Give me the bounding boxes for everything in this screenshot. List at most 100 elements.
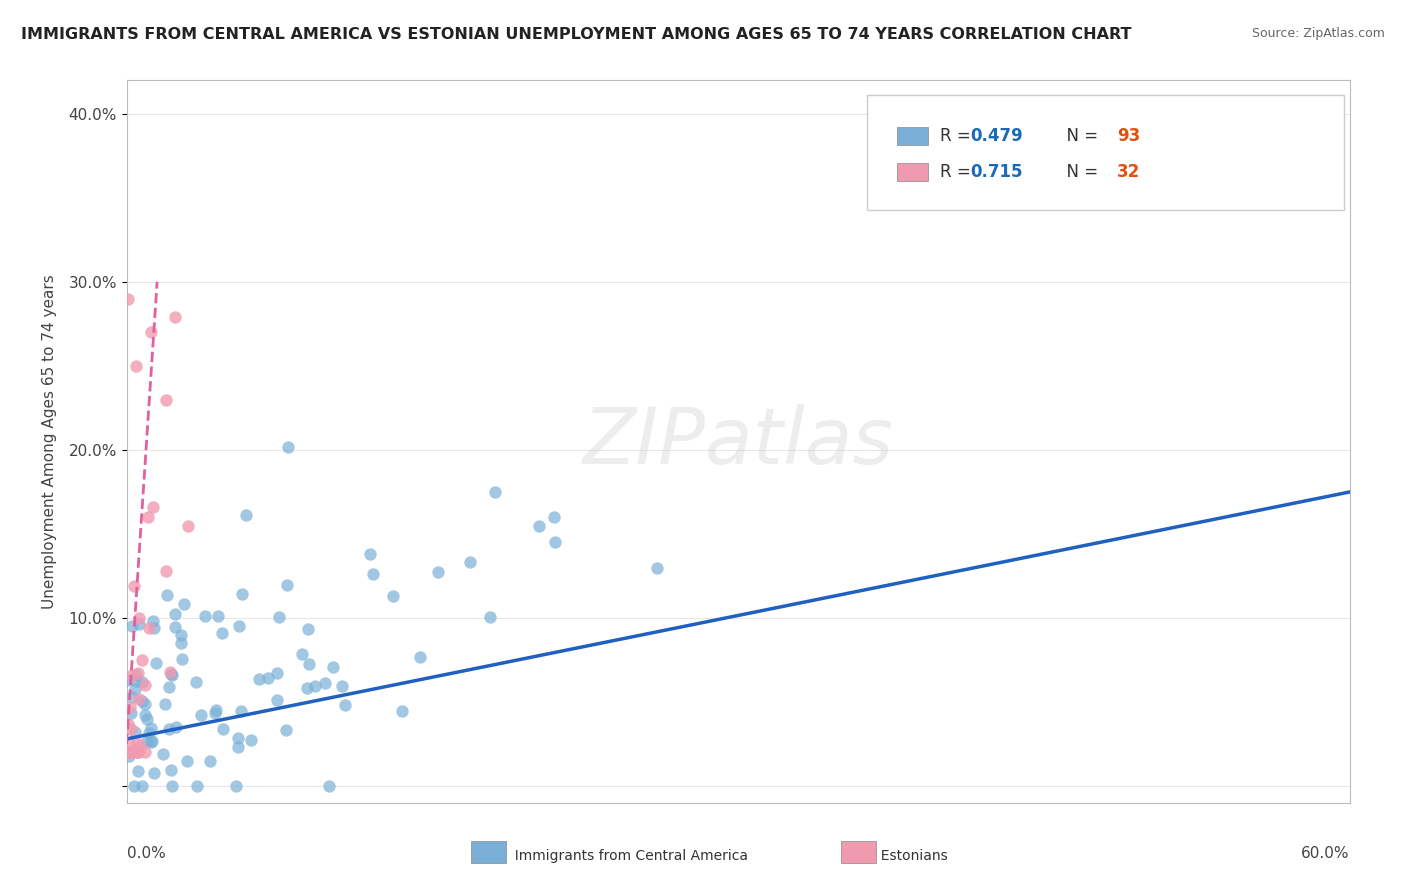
Point <box>124 579 146 593</box>
Point <box>207 608 229 623</box>
Text: 0.715: 0.715 <box>970 163 1024 181</box>
Point <box>204 706 226 720</box>
Point <box>295 681 318 695</box>
Point <box>125 674 148 689</box>
Point <box>198 754 221 768</box>
Point <box>226 731 249 745</box>
Point <box>297 622 319 636</box>
Point <box>160 779 183 793</box>
Point <box>118 749 141 764</box>
Point <box>155 564 177 578</box>
Point <box>211 626 233 640</box>
Point <box>121 619 143 633</box>
Point <box>127 745 149 759</box>
Point <box>269 610 291 624</box>
Point <box>120 699 142 714</box>
Point <box>142 500 165 514</box>
Point <box>131 653 153 667</box>
Point <box>212 722 235 736</box>
Point <box>155 697 177 711</box>
Point <box>142 621 165 635</box>
Point <box>127 745 149 759</box>
Point <box>266 665 288 680</box>
Point <box>134 707 156 722</box>
Point <box>427 565 450 579</box>
Point <box>276 577 298 591</box>
Point <box>117 292 139 306</box>
Text: N =: N = <box>1056 128 1104 145</box>
Point <box>121 690 143 704</box>
Point <box>117 717 139 731</box>
Point <box>228 619 250 633</box>
Point <box>177 518 200 533</box>
Text: R =: R = <box>941 128 976 145</box>
FancyBboxPatch shape <box>897 128 928 145</box>
Point <box>120 706 142 721</box>
Point <box>391 704 413 718</box>
Point <box>159 665 181 679</box>
Point <box>409 650 432 665</box>
Point <box>122 779 145 793</box>
Point <box>127 665 149 680</box>
Point <box>125 745 148 759</box>
Point <box>333 698 356 712</box>
Bar <box>471 841 506 863</box>
Text: R =: R = <box>941 163 976 181</box>
Point <box>163 620 186 634</box>
Point <box>136 510 159 524</box>
Point <box>145 656 167 670</box>
Point <box>136 712 159 726</box>
Point <box>169 636 191 650</box>
Point <box>318 779 340 793</box>
Point <box>128 739 150 753</box>
Point <box>134 745 156 759</box>
Point <box>125 736 148 750</box>
Point <box>332 679 354 693</box>
Point <box>121 745 143 759</box>
Bar <box>841 841 876 863</box>
Point <box>128 611 150 625</box>
Point <box>645 560 668 574</box>
Point <box>165 720 187 734</box>
Point <box>304 679 326 693</box>
Point <box>186 779 208 793</box>
Point <box>134 697 156 711</box>
Point <box>118 736 141 750</box>
Point <box>231 587 253 601</box>
Point <box>276 723 298 737</box>
Point <box>141 734 163 748</box>
Point <box>120 745 142 759</box>
Point <box>543 510 565 524</box>
Point <box>139 721 162 735</box>
Point <box>138 621 160 635</box>
Text: IMMIGRANTS FROM CENTRAL AMERICA VS ESTONIAN UNEMPLOYMENT AMONG AGES 65 TO 74 YEA: IMMIGRANTS FROM CENTRAL AMERICA VS ESTON… <box>21 27 1132 42</box>
Y-axis label: Unemployment Among Ages 65 to 74 years: Unemployment Among Ages 65 to 74 years <box>42 274 58 609</box>
Point <box>190 707 212 722</box>
Point <box>256 671 278 685</box>
Point <box>527 518 550 533</box>
Point <box>359 547 381 561</box>
FancyBboxPatch shape <box>866 95 1344 211</box>
FancyBboxPatch shape <box>897 163 928 181</box>
Point <box>322 659 344 673</box>
Point <box>131 694 153 708</box>
Point <box>128 692 150 706</box>
Text: 32: 32 <box>1118 163 1140 181</box>
Point <box>266 692 288 706</box>
Text: Source: ZipAtlas.com: Source: ZipAtlas.com <box>1251 27 1385 40</box>
Point <box>121 668 143 682</box>
Point <box>115 673 138 687</box>
Point <box>226 740 249 755</box>
Text: ZIPatlas: ZIPatlas <box>582 403 894 480</box>
Point <box>458 555 481 569</box>
Text: N =: N = <box>1056 163 1104 181</box>
Point <box>152 747 174 761</box>
Point <box>131 779 153 793</box>
Point <box>176 754 198 768</box>
Point <box>544 535 567 549</box>
Text: Estonians: Estonians <box>872 849 948 863</box>
Point <box>138 726 160 740</box>
Point <box>225 779 247 793</box>
Point <box>120 723 142 737</box>
Point <box>361 567 384 582</box>
